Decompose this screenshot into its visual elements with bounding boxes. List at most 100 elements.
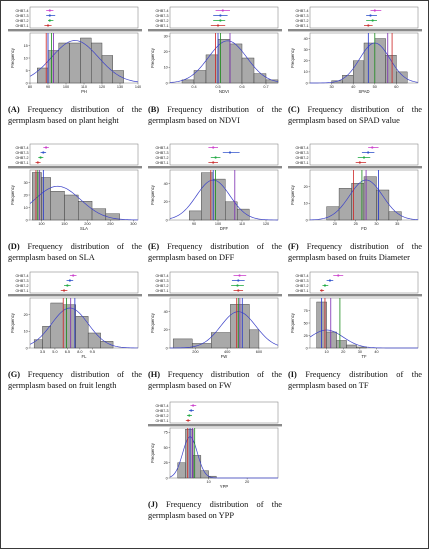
x-tick-label: 130 — [117, 85, 123, 89]
y-tick-label: 10 — [304, 202, 308, 206]
x-tick-label: 100 — [63, 85, 69, 89]
histogram-bar-3 — [352, 60, 365, 84]
forest-label-2: OHB7-3 — [296, 14, 309, 18]
x-tick-label: 40 — [374, 350, 378, 354]
panel-C: OHB7-4 OHB7-3 OHB7-2 OHB7-1 30 40 50 60 0 10 20 30 4… — [288, 5, 422, 103]
x-tick-label: 120 — [99, 85, 105, 89]
histogram-bar-4 — [224, 201, 238, 221]
histogram-bar-7 — [105, 213, 120, 221]
caption-text: Frequency distribution of the germplasm … — [288, 242, 422, 262]
forest-point-1 — [373, 9, 376, 12]
caption-text: Frequency distribution of the germplasm … — [8, 370, 142, 390]
x-tick-label: 20 — [245, 480, 249, 484]
histogram-bar-2 — [201, 172, 214, 221]
x-tick-label: 400 — [224, 350, 230, 354]
x-tick-label: 110 — [81, 85, 87, 89]
x-axis-label: SLA — [80, 226, 88, 231]
x-tick-label: 30 — [358, 350, 362, 354]
strip-separator — [8, 166, 142, 169]
y-axis-label: Frequency — [10, 184, 15, 205]
y-tick-label: 0 — [166, 218, 168, 222]
forest-point-2 — [367, 151, 370, 154]
x-tick-label: 140 — [135, 85, 141, 89]
x-tick-label: 80 — [28, 85, 32, 89]
caption-text: Frequency distribution of the germplasm … — [148, 370, 282, 390]
y-axis-label: Frequency — [10, 47, 15, 68]
y-tick-label: 25 — [304, 334, 308, 338]
histogram-bar-4 — [363, 42, 376, 84]
caption-F: (F) Frequency distribution of the germpl… — [288, 242, 422, 263]
histogram-bar-1 — [189, 210, 202, 221]
forest-point-4 — [358, 161, 361, 164]
y-tick-label: 0 — [26, 218, 28, 222]
histogram-bar-5 — [229, 43, 243, 84]
panel-J: OHB7-4 OHB7-3 OHB7-2 OHB7-1 10 20 0 25 50 75 YPP Fr… — [148, 400, 282, 498]
forest-label-4: OHB7-1 — [296, 24, 309, 28]
y-tick-label: 0 — [306, 218, 308, 222]
forest-strip — [169, 401, 279, 424]
density-curve — [170, 311, 279, 349]
forest-label-2: OHB7-3 — [156, 151, 169, 155]
y-tick-label: 20 — [24, 193, 28, 197]
y-tick-label: 75 — [304, 309, 308, 313]
forest-point-2 — [219, 14, 222, 17]
histogram-bar-3 — [192, 455, 202, 479]
forest-point-1 — [192, 404, 195, 407]
histogram-bar-4 — [69, 42, 81, 84]
caption-B: (B) Frequency distribution of the germpl… — [148, 105, 282, 126]
forest-point-4 — [212, 161, 215, 164]
histogram-bar-2 — [338, 188, 352, 221]
forest-label-4: OHB7-1 — [16, 161, 29, 165]
y-tick-label: 50 — [304, 321, 308, 325]
forest-point-2 — [190, 409, 193, 412]
histogram-bar-2 — [41, 177, 51, 221]
caption-letter: (B) — [148, 105, 160, 114]
y-tick-label: 10 — [304, 70, 308, 74]
forest-label-4: OHB7-1 — [156, 161, 169, 165]
histogram-bar-5 — [78, 201, 93, 221]
forest-point-1 — [44, 146, 48, 149]
x-tick-label: 30 — [329, 85, 333, 89]
forest-strip — [169, 271, 279, 294]
x-tick-label: 35 — [395, 222, 399, 226]
y-tick-label: 75 — [164, 431, 168, 435]
histogram-bar-2 — [342, 75, 354, 84]
y-axis-label: Frequency — [10, 312, 15, 333]
strip-separator — [8, 294, 142, 297]
x-tick-label: 9.5 — [90, 350, 95, 354]
caption-text: Frequency distribution of the germplasm … — [148, 105, 283, 125]
y-tick-label: 30 — [24, 181, 28, 185]
forest-label-3: OHB7-2 — [156, 19, 169, 23]
y-tick-label: 20 — [164, 200, 168, 204]
y-tick-label: 10 — [24, 206, 28, 210]
histogram-bar-5 — [236, 208, 250, 221]
x-axis-label: TF — [361, 354, 367, 359]
caption-H: (H) Frequency distribution of the germpl… — [148, 370, 282, 391]
forest-label-3: OHB7-2 — [156, 414, 169, 418]
histogram-bar-2 — [42, 326, 51, 349]
x-tick-label: 5.0 — [52, 350, 57, 354]
x-tick-label: 60 — [394, 85, 398, 89]
forest-label-2: OHB7-3 — [156, 14, 169, 18]
panel-I: OHB7-4 OHB7-3 OHB7-2 OHB7-1 10 20 30 40 0 25 50 75 T… — [288, 270, 422, 368]
forest-label-1: OHB7-4 — [296, 274, 309, 278]
forest-label-2: OHB7-3 — [16, 14, 29, 18]
y-axis-label: Frequency — [150, 184, 155, 205]
x-tick-label: 10 — [324, 350, 328, 354]
y-axis-label: Frequency — [150, 312, 155, 333]
forest-label-3: OHB7-2 — [296, 19, 309, 23]
forest-point-2 — [68, 279, 71, 282]
forest-label-3: OHB7-2 — [16, 19, 29, 23]
forest-point-3 — [48, 19, 51, 22]
histogram-bar-4 — [346, 344, 357, 349]
x-axis-label: YPP — [220, 484, 229, 489]
forest-label-1: OHB7-4 — [156, 274, 169, 278]
forest-label-2: OHB7-3 — [16, 151, 29, 155]
histogram-bar-3 — [50, 191, 65, 221]
forest-label-3: OHB7-2 — [156, 284, 169, 288]
forest-label-1: OHB7-4 — [296, 146, 309, 150]
